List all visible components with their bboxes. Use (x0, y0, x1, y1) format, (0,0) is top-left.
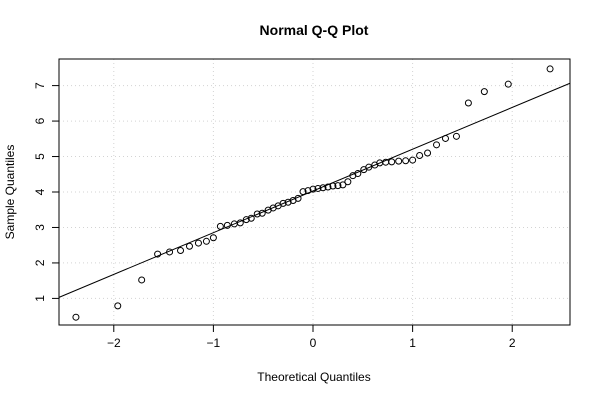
x-axis: −2 −1 0 1 2 (107, 325, 516, 350)
reference-line-layer (58, 82, 571, 298)
data-point (114, 302, 122, 310)
data-point (166, 248, 174, 256)
data-point (324, 183, 332, 191)
data-point (452, 132, 460, 140)
chart-title: Normal Q-Q Plot (260, 22, 369, 38)
data-point (223, 221, 231, 229)
x-tick-label: −2 (107, 336, 121, 350)
data-point (72, 313, 80, 321)
y-tick-label: 3 (33, 224, 47, 231)
data-point (202, 237, 210, 245)
data-point (464, 99, 472, 107)
data-point (424, 149, 432, 157)
data-point (433, 141, 441, 149)
data-point (334, 182, 342, 190)
x-axis-label: Theoretical Quantiles (257, 370, 370, 384)
data-point (480, 88, 488, 96)
data-point (416, 151, 424, 159)
data-point (177, 247, 185, 255)
y-tick-label: 7 (33, 82, 47, 89)
y-tick-label: 2 (33, 259, 47, 266)
y-axis: 1 2 3 4 5 6 7 (33, 82, 59, 302)
y-tick-label: 6 (33, 117, 47, 124)
data-point (402, 157, 410, 165)
data-point (299, 188, 307, 196)
data-point (279, 199, 287, 207)
y-tick-label: 1 (33, 295, 47, 302)
data-point (504, 80, 512, 88)
data-point (409, 156, 417, 164)
data-point (253, 210, 261, 218)
data-point (365, 163, 373, 171)
data-point (138, 276, 146, 284)
data-point (242, 216, 250, 224)
qq-reference-line (58, 82, 571, 298)
data-point (209, 234, 217, 242)
data-point (339, 181, 347, 189)
data-point (344, 178, 352, 186)
data-point (329, 182, 337, 190)
grid-lines (59, 59, 570, 325)
y-tick-label: 4 (33, 188, 47, 195)
x-tick-label: −1 (207, 336, 221, 350)
data-point (388, 158, 396, 166)
data-point (319, 184, 327, 192)
data-point (154, 250, 162, 258)
data-point (304, 187, 312, 195)
data-point (441, 134, 449, 142)
x-tick-label: 1 (409, 336, 416, 350)
x-tick-label: 2 (509, 336, 516, 350)
y-axis-label: Sample Quantiles (3, 145, 17, 240)
data-point (185, 242, 193, 250)
data-point (236, 219, 244, 227)
y-tick-label: 5 (33, 153, 47, 160)
data-point (354, 170, 362, 178)
data-point (294, 194, 302, 202)
data-point (258, 209, 266, 217)
data-point (247, 214, 255, 222)
data-point (309, 185, 317, 193)
data-points (72, 65, 554, 321)
data-point (395, 157, 403, 165)
data-point (314, 184, 322, 192)
data-point (546, 65, 554, 73)
data-point (216, 222, 224, 230)
x-tick-label: 0 (310, 336, 317, 350)
data-point (194, 239, 202, 247)
